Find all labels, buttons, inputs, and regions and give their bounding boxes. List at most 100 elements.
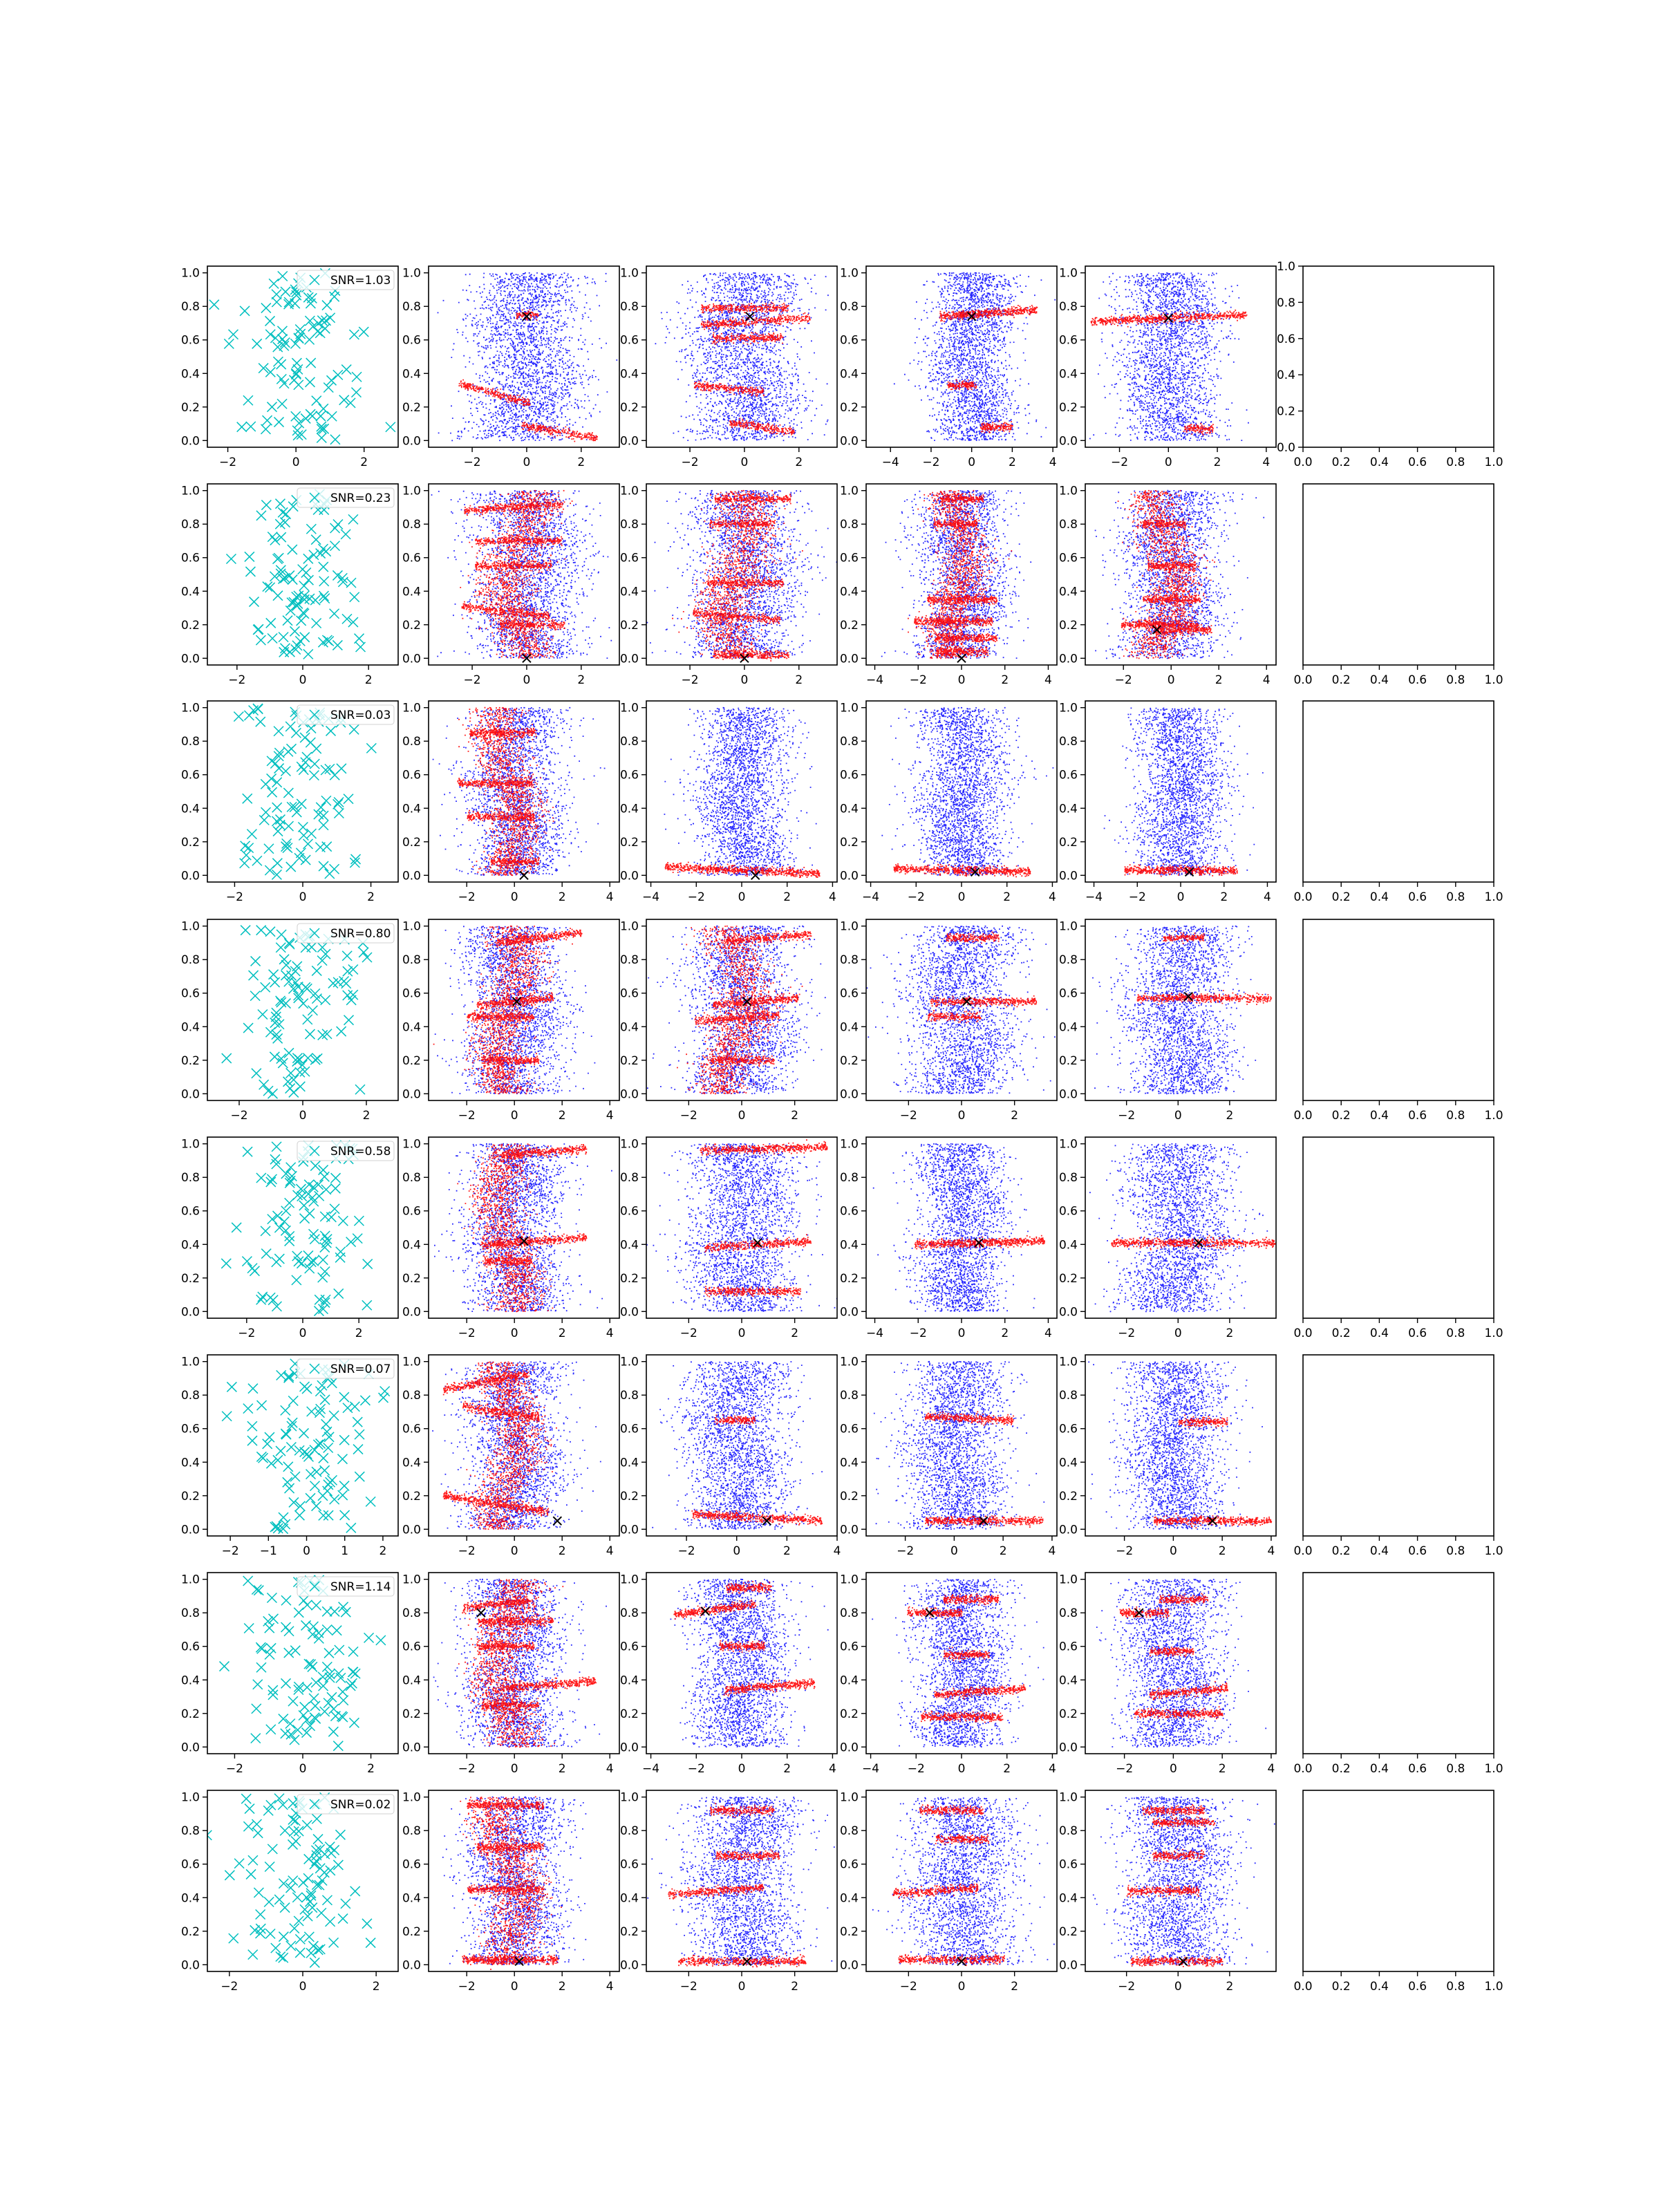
plot-area [433, 1578, 607, 1748]
observation-marker [333, 807, 344, 819]
y-tick-label: 1.0 [1059, 1356, 1078, 1369]
axes-frame [1302, 1136, 1494, 1319]
plot-area [233, 703, 377, 880]
observation-marker [247, 1263, 258, 1274]
y-tick-label: 0.2 [1059, 401, 1078, 415]
observation-marker [281, 1429, 292, 1440]
reference-x-marker [514, 1956, 524, 1967]
x-tick-label: 4 [606, 1109, 614, 1123]
observation-marker [326, 411, 337, 422]
y-tick-label: 0.4 [1277, 368, 1295, 382]
observation-marker [264, 1432, 275, 1443]
reference-x-marker [745, 312, 755, 321]
plot-area [218, 1575, 386, 1752]
observation-marker [310, 1054, 321, 1065]
observation-marker [329, 1606, 340, 1617]
observation-marker [250, 1924, 261, 1936]
observation-marker [255, 716, 266, 727]
observation-marker [263, 1805, 274, 1816]
y-tick-label: 1.0 [402, 267, 421, 281]
x-tick-label: 2 [1215, 673, 1223, 687]
blue-sample-points [1096, 1578, 1267, 1748]
y-tick-label: 0.0 [402, 869, 421, 883]
panel-r5-c5: −2 0 2 0.0 0.2 0.4 0.6 0.8 1.0 [1059, 1136, 1277, 1340]
y-tick-label: 0.2 [840, 1054, 859, 1068]
observation-marker [270, 1942, 281, 1953]
observation-marker [337, 1913, 348, 1924]
observation-marker [280, 998, 292, 1009]
y-tick-label: 0.2 [620, 401, 639, 415]
panel-r4-c3: −2 0 2 0.0 0.2 0.4 0.6 0.8 1.0 [620, 919, 838, 1123]
observation-marker [293, 993, 304, 1004]
x-tick-label: 0.8 [1446, 456, 1465, 469]
observation-marker [285, 1940, 297, 1951]
observation-marker [350, 1886, 361, 1897]
y-tick-label: 0.8 [840, 518, 859, 532]
observation-marker [221, 1258, 232, 1269]
observation-marker [264, 1861, 275, 1873]
observation-marker [283, 1076, 294, 1087]
y-tick-label: 0.6 [620, 769, 639, 782]
observation-marker [266, 402, 278, 413]
observation-marker [348, 329, 359, 340]
x-tick-label: 2 [1011, 1109, 1018, 1123]
x-tick-label: 2 [783, 890, 791, 904]
observation-marker [362, 1259, 373, 1270]
y-tick-label: 0.6 [840, 987, 859, 1001]
observation-marker [314, 1294, 325, 1305]
x-tick-label: 0 [299, 890, 307, 904]
observation-marker [225, 553, 236, 565]
observation-marker [288, 983, 299, 994]
observation-marker [224, 1870, 235, 1881]
x-tick-label: 0 [303, 1544, 310, 1558]
observation-marker [276, 326, 288, 337]
observation-marker [303, 1188, 314, 1199]
red-sample-points [442, 1361, 557, 1530]
y-tick-label: 0.2 [620, 1925, 639, 1939]
observation-marker [267, 632, 278, 644]
observation-marker [321, 1661, 332, 1672]
observation-marker [265, 1458, 276, 1469]
observation-marker [256, 1662, 267, 1673]
x-tick-label: −2 [680, 1327, 697, 1340]
y-tick-label: 0.8 [402, 1171, 421, 1185]
observation-marker [306, 523, 317, 534]
y-tick-label: 0.6 [840, 1423, 859, 1436]
axes-frame [428, 700, 620, 883]
x-tick-label: 0 [1170, 1762, 1177, 1776]
plot-area [866, 1797, 1055, 1967]
observation-marker [316, 432, 327, 443]
reference-x-marker [751, 870, 760, 881]
observation-marker [256, 1172, 267, 1183]
red-sample-points [457, 1143, 588, 1313]
observation-marker [306, 828, 317, 839]
blue-sample-points [670, 1578, 829, 1748]
observation-marker [271, 1007, 282, 1018]
y-tick-label: 1.0 [181, 1573, 200, 1587]
observation-marker [243, 843, 254, 854]
blue-sample-points [866, 1797, 1055, 1966]
observation-marker [284, 646, 295, 657]
observation-marker [335, 1246, 346, 1257]
observation-marker [292, 425, 303, 436]
plot-area [866, 925, 1056, 1095]
observation-marker [308, 550, 319, 561]
y-tick-label: 0.6 [1059, 552, 1078, 565]
x-tick-label: −2 [908, 890, 925, 904]
observation-marker [250, 955, 261, 966]
y-tick-label: 1.0 [620, 702, 639, 715]
observation-marker [218, 1661, 230, 1672]
observation-marker [332, 1741, 344, 1752]
y-tick-label: 1.0 [840, 267, 859, 281]
y-tick-label: 0.6 [402, 987, 421, 1001]
y-tick-label: 0.0 [402, 1305, 421, 1319]
x-tick-label: 2 [577, 673, 585, 687]
observation-marker [281, 1168, 292, 1179]
observation-marker [295, 847, 306, 859]
x-tick-label: 0.4 [1370, 673, 1389, 687]
observation-marker [274, 763, 285, 774]
observation-marker [302, 838, 314, 850]
observation-marker [348, 617, 359, 628]
observation-marker [272, 802, 283, 813]
y-tick-label: 0.0 [1059, 1958, 1078, 1972]
